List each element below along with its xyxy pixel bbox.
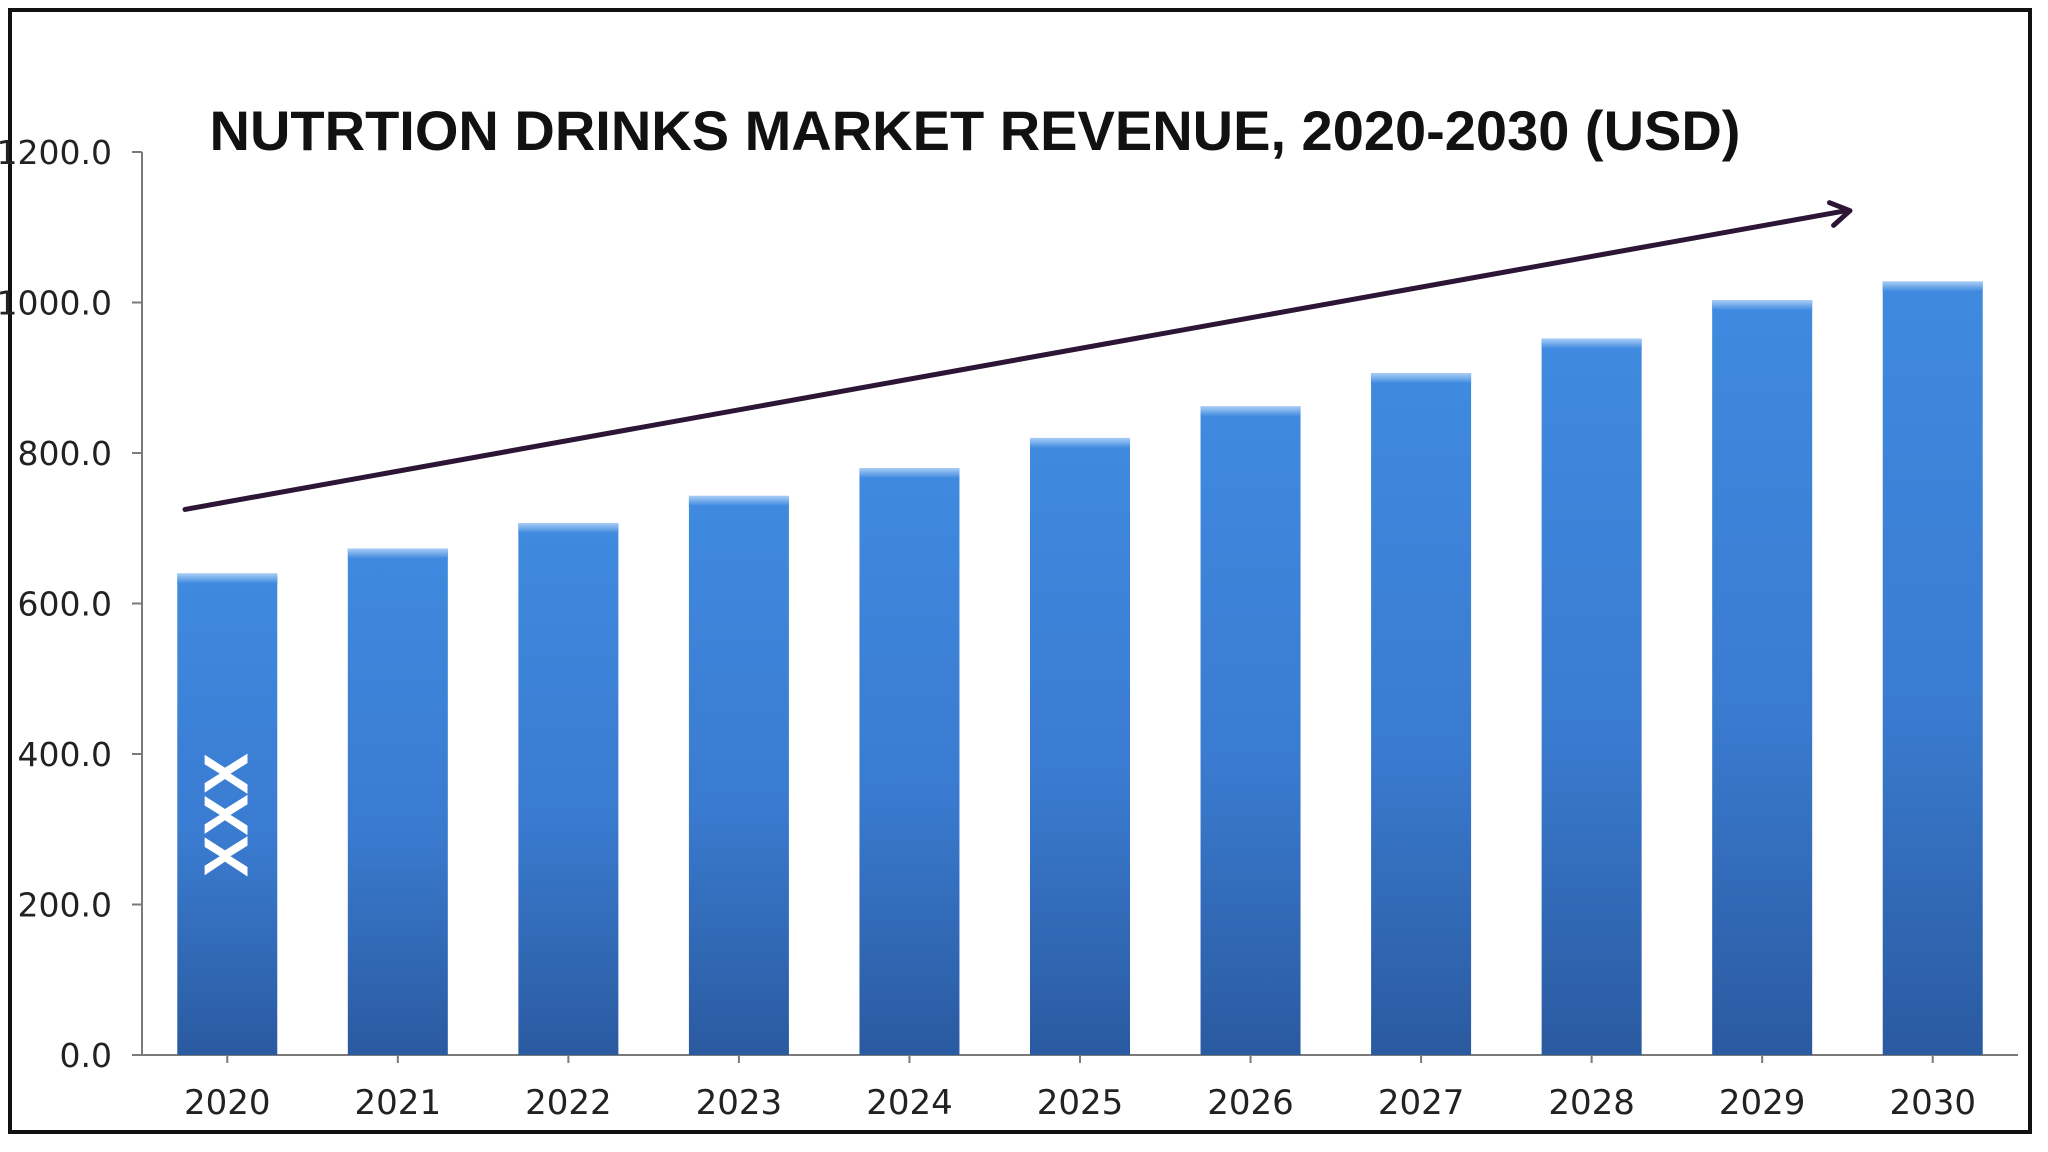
x-tick-label: 2029 (1719, 1083, 1806, 1123)
x-tick-label: 2020 (184, 1083, 271, 1123)
x-tick-label: 2027 (1378, 1083, 1465, 1123)
watermark-text: XXX (192, 753, 261, 877)
y-tick-label: 1000.0 (0, 284, 112, 323)
bar-top-highlight (1541, 338, 1642, 349)
x-tick-label: 2030 (1889, 1083, 1976, 1123)
y-tick-label: 0.0 (60, 1036, 112, 1075)
y-tick-label: 600.0 (18, 585, 112, 624)
x-tick-label: 2021 (355, 1083, 442, 1123)
bar-2021 (347, 548, 448, 1055)
bar-top-highlight (1030, 437, 1130, 448)
bar-top-highlight (1712, 300, 1813, 311)
bar-2026 (1200, 406, 1301, 1056)
x-tick-label: 2023 (696, 1083, 783, 1123)
bar-2027 (1371, 373, 1472, 1055)
bar-top-highlight (177, 573, 278, 584)
chart-title: NUTRTION DRINKS MARKET REVENUE, 2020-203… (210, 99, 1741, 162)
trend-arrow-head (1827, 200, 1853, 228)
bar-2024 (859, 468, 960, 1055)
bar-2029 (1712, 300, 1813, 1055)
watermark-xxx: XXX (192, 753, 261, 877)
bar-top-highlight (1371, 373, 1472, 384)
bar-2025 (1030, 437, 1130, 1055)
x-tick-label: 2026 (1207, 1083, 1294, 1123)
y-tick-label: 400.0 (18, 735, 112, 774)
x-tick-label: 2028 (1548, 1083, 1635, 1123)
bar-top-highlight (859, 468, 960, 479)
bar-top-highlight (347, 548, 448, 559)
y-tick-label: 200.0 (18, 886, 112, 925)
y-tick-label: 800.0 (18, 434, 112, 473)
x-tick-label: 2024 (866, 1083, 953, 1123)
bar-top-highlight (1200, 406, 1301, 417)
bar-top-highlight (1882, 281, 1983, 292)
bar-top-highlight (688, 495, 789, 506)
y-tick-label: 1200.0 (0, 133, 112, 172)
bar-2023 (688, 495, 789, 1056)
bar-2022 (518, 522, 619, 1055)
trend-arrow-line (182, 208, 1849, 512)
bar-2028 (1541, 338, 1642, 1055)
chart-frame (8, 8, 2032, 1134)
bar-top-highlight (518, 522, 619, 533)
x-tick-label: 2022 (525, 1083, 612, 1123)
x-tick-label: 2025 (1037, 1083, 1124, 1123)
bar-2020 (177, 573, 278, 1055)
bar-2030 (1882, 281, 1983, 1055)
